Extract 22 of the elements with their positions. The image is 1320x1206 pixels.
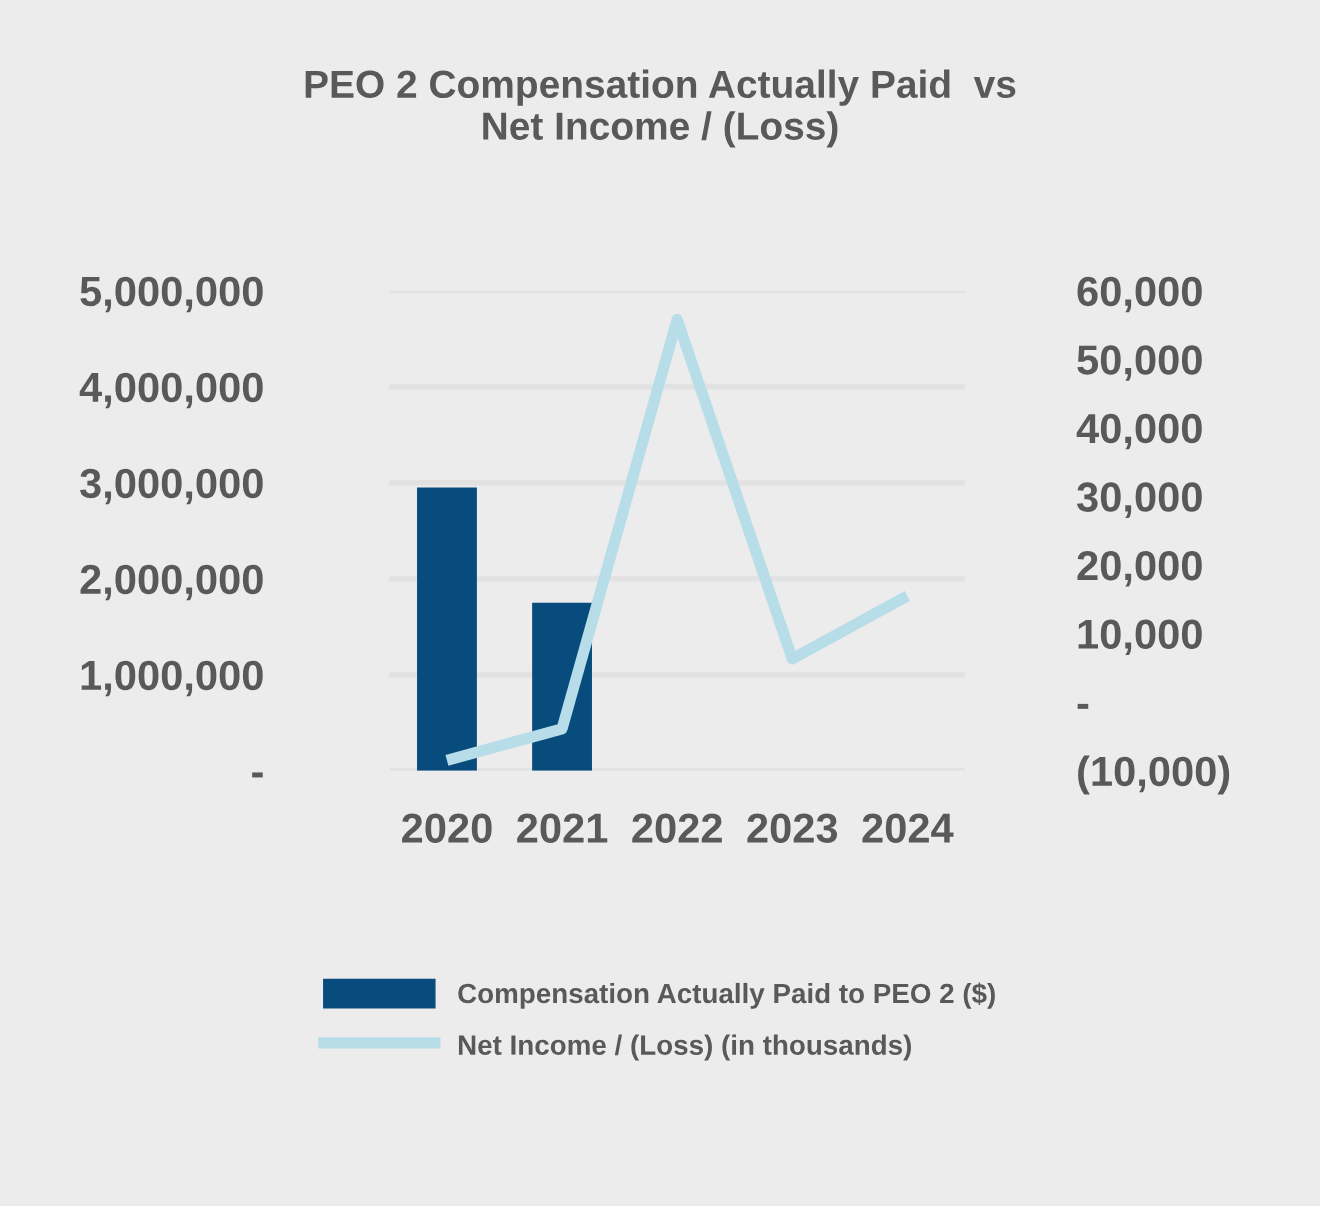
chart-title: PEO 2 Compensation Actually Paid vs Net Income / (Loss)	[305, 69, 1016, 148]
y2-tick-label: 40,000	[1076, 413, 1202, 450]
x-tick-label: 2020	[402, 813, 492, 843]
y-tick-label: 4,000,000	[79, 372, 263, 409]
x-tick-label: 2023	[747, 813, 838, 843]
legend-label: Compensation Actually Paid to PEO 2 ($)	[458, 982, 995, 1009]
y2-tick-label: 30,000	[1076, 482, 1202, 518]
y-tick-label: 3,000,000	[80, 468, 263, 505]
y2-tick-label: (10,000)	[1078, 755, 1230, 795]
y2-tick-label: -	[1077, 703, 1089, 709]
y-tick-label: 2,000,000	[80, 564, 263, 601]
x-tick-label: 2024	[862, 813, 954, 843]
x-tick-label: 2021	[517, 813, 608, 843]
y2-tick-label: 50,000	[1077, 345, 1202, 381]
y2-tick-label: 10,000	[1078, 619, 1202, 656]
y2-tick-label: 20,000	[1077, 550, 1202, 587]
y2-tick-label: 60,000	[1077, 276, 1202, 313]
y-tick-label: -	[252, 772, 263, 778]
y-tick-label: 1,000,000	[81, 660, 263, 697]
x-tick-label: 2022	[632, 813, 722, 843]
legend-label: Net Income / (Loss) (in thousands)	[458, 1034, 911, 1061]
y-tick-label: 5,000,000	[80, 276, 263, 313]
